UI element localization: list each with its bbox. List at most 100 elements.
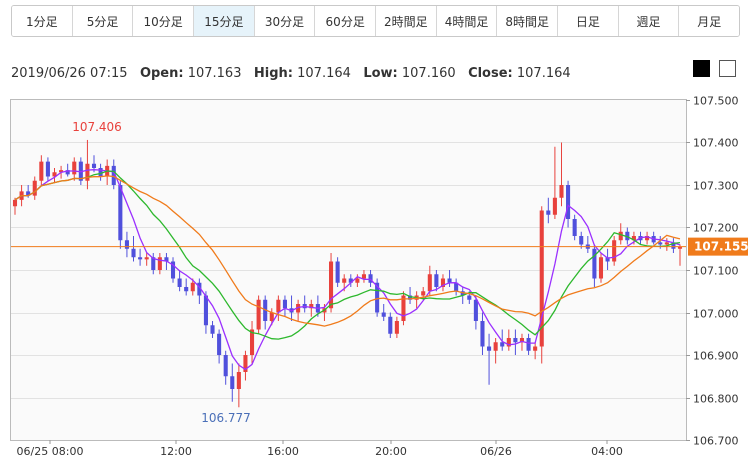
candle-body [467,295,472,300]
candle-body [328,261,334,309]
candle-body [434,274,439,287]
candle-body [388,316,393,334]
ma-short-line [14,169,681,371]
timeframe-tabs: 1分足 5分足 10分足 15分足 30分足 60分足 2時間足 4時間足 8時間足 日足 週足 月足 [11,5,740,37]
candle-body [118,185,123,241]
candle-body [164,257,169,262]
tab-8[interactable]: 8時間足 [497,6,559,36]
tab-3[interactable]: 15分足 [194,6,255,36]
candle-body [210,325,215,334]
high-value: 107.164 [297,66,351,81]
candle-body [361,274,367,279]
tab-4[interactable]: 30分足 [254,6,316,36]
candle-body [59,170,64,173]
low-annotation: 106.777 [201,411,251,425]
candle-body [618,231,623,241]
candle-body [579,236,584,245]
dark-theme-button[interactable] [693,60,710,77]
candle-body [98,168,103,177]
candle-body [559,185,564,198]
candle-body [631,236,636,241]
candle-body [256,299,261,330]
x-tick-label: 12:00 [160,445,192,458]
candle-body [480,321,485,347]
candle-body [493,342,498,351]
candle-body [157,257,162,270]
x-tick-label: 20:00 [375,445,407,458]
y-tick-label: 107.200 [693,222,739,235]
candle-body [45,161,50,177]
candle-body [243,355,248,372]
candle-body [539,210,544,347]
tab-1[interactable]: 5分足 [72,6,134,36]
x-tick-label: 04:00 [591,445,623,458]
high-label: High: [253,66,293,81]
candle-body [375,282,380,313]
candle-body [236,372,241,389]
y-tick-label: 107.300 [693,180,739,193]
candle-body [645,236,650,241]
candle-body [203,295,208,326]
candle-body [52,172,57,177]
candle-body [91,163,97,168]
candle-body [124,240,129,249]
candle-body [421,291,426,296]
candle-body [401,295,406,321]
candle-body [39,161,44,181]
y-tick-label: 107.000 [693,308,739,321]
candle-body [612,240,617,262]
tab-6[interactable]: 2時間足 [376,6,437,36]
candle-body [598,257,604,279]
candle-body [566,185,571,219]
candle-body [197,282,202,296]
candle-body [335,261,340,283]
ma-long-line [14,175,681,327]
candle-body [506,338,511,347]
candle-body [454,282,459,292]
tab-7[interactable]: 4時間足 [436,6,498,36]
open-value: 107.163 [187,66,242,81]
candle-body [170,261,176,279]
candle-body [440,278,446,287]
candle-body [85,163,90,181]
tab-5[interactable]: 60分足 [315,6,377,36]
high-annotation: 107.406 [72,120,122,134]
candle-body [658,242,663,245]
candle-body [500,342,505,347]
low-value: 107.160 [401,66,456,81]
candle-body [184,287,189,292]
open-label: Open: [139,66,184,81]
y-tick-label: 106.800 [693,393,739,406]
light-theme-button[interactable] [719,60,736,77]
tab-0[interactable]: 1分足 [12,6,73,36]
candle-body [460,291,465,296]
candle-body [677,246,683,249]
candle-body [276,299,281,313]
tab-2[interactable]: 10分足 [133,6,195,36]
candle-body [32,180,37,196]
candle-body [355,278,360,283]
candle-body [513,338,518,343]
candle-body [296,304,301,313]
candle-body [26,191,31,196]
candle-body [151,257,156,270]
y-tick-label: 107.400 [693,137,739,150]
candle-body [309,304,314,309]
candle-body [348,278,353,283]
tab-9[interactable]: 日足 [558,6,619,36]
candle-body [447,278,452,283]
x-tick-label: 06/25 08:00 [17,445,84,458]
tab-11[interactable]: 月足 [679,6,739,36]
candle-body [111,165,116,185]
candle-body [230,376,235,389]
y-tick-label: 106.700 [693,435,739,448]
candle-body [552,197,557,215]
candle-body [269,312,274,321]
candle-body [625,231,630,241]
tab-10[interactable]: 週足 [618,6,680,36]
candle-body [526,338,531,351]
close-label: Close: [468,66,513,81]
candle-body [223,355,228,377]
y-tick-label: 106.900 [693,350,739,363]
